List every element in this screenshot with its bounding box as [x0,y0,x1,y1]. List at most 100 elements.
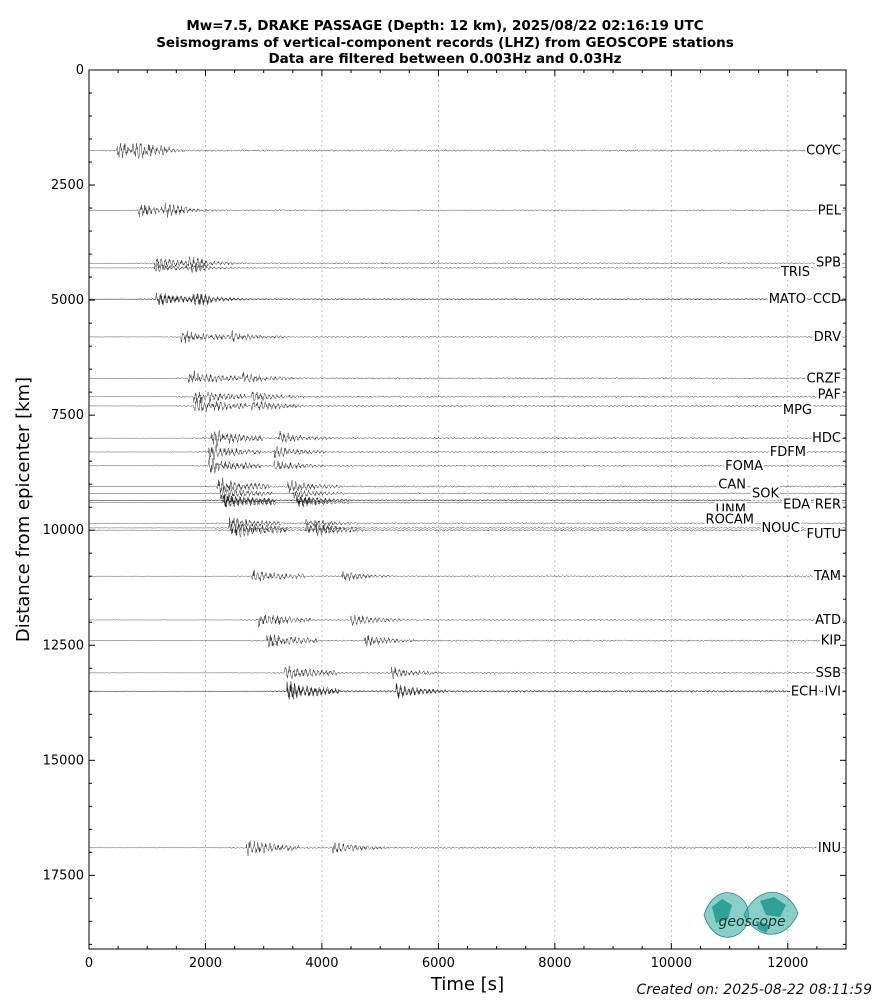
station-label-pel: PEL [818,203,842,218]
x-tick-label: 0 [85,956,93,971]
x-axis-label: Time [s] [430,974,504,995]
x-tick-label: 2000 [189,956,222,971]
station-label-paf: PAF [818,388,841,403]
y-axis-label: Distance from epicenter [km] [13,377,34,642]
y-tick-label: 15000 [43,753,84,768]
x-tick-label: 8000 [538,956,571,971]
trace-fdfm [88,444,846,460]
created-timestamp: Created on: 2025-08-22 08:11:59 [636,982,872,998]
label-bg-spb [814,254,842,270]
station-label-ccd: CCD [813,292,841,307]
label-bg-ccd [811,291,842,307]
station-label-nouc: NOUC [761,521,800,536]
station-label-fdfm: FDFM [770,445,806,460]
station-label-tris: TRIS [780,265,810,280]
label-bg-eda [782,496,811,512]
trace-pel [88,202,846,218]
trace-spb [88,256,847,271]
label-bg-kip [819,632,842,648]
label-bg-futu [805,526,842,542]
trace-tam [88,570,846,582]
label-bg-tris [779,263,811,279]
label-bg-inu [816,839,842,855]
y-tick-label: 2500 [51,178,84,193]
trace-drv [89,330,846,344]
station-label-drv: DRV [814,330,841,345]
trace-nouc [88,521,846,535]
station-label-atd: ATD [815,613,841,628]
logo-landmass [712,897,786,933]
station-label-mato: MATO [769,292,806,307]
trace-paf [88,391,846,404]
trace-sok [88,486,846,500]
label-bg-coyc [805,142,842,158]
station-label-ssb: SSB [816,666,841,681]
label-bg-crzf [805,370,842,386]
trace-crzf [88,370,846,383]
trace-foma [88,457,846,474]
x-tick-label: 12000 [767,956,808,971]
trace-mato [88,293,846,306]
label-bg-can [717,476,747,492]
label-bg-foma [724,457,764,473]
station-label-rocam: ROCAM [706,512,754,527]
label-bg-tam [812,568,842,584]
label-bg-paf [816,386,842,402]
x-tick-label: 10000 [651,956,692,971]
trace-ech [88,681,847,700]
label-bg-hdc [811,430,842,446]
logo-text: geoscope [718,914,785,930]
y-tick-label: 17500 [43,868,84,883]
seismogram-traces [88,142,847,856]
label-bg-sok [750,485,780,501]
trace-kip [88,634,847,649]
station-label-hdc: HDC [812,431,841,446]
trace-atd [88,614,846,628]
label-bg-mpg [781,401,813,417]
x-tick-label: 4000 [305,956,338,971]
station-label-kip: KIP [821,634,841,649]
axes: 0 2000 4000 6000 8000 10000 12000 0 2500 5000 7500… [13,63,847,995]
label-bg-mato [767,291,807,307]
grid-lines [205,70,789,949]
chart-title-line-2: Seismograms of vertical-component record… [156,35,734,51]
station-label-crzf: CRZF [807,371,842,386]
chart-title-line-1: Mw=7.5, DRAKE PASSAGE (Depth: 12 km), 20… [186,18,704,34]
label-bg-nouc [760,519,801,535]
station-label-spb: SPB [816,255,841,270]
station-label-ivi: IVI [824,684,841,699]
station-label-rer: RER [815,497,841,512]
station-label-ech: ECH [791,684,818,699]
station-label-inu: INU [818,841,841,856]
station-label-can: CAN [718,477,746,492]
trace-coyc [88,142,847,159]
station-label-tam: TAM [813,569,841,584]
label-bg-atd [814,611,842,627]
label-bg-drv [812,328,842,344]
y-tick-label: 7500 [51,408,84,423]
station-label-coyc: COYC [806,144,841,159]
trace-hdc [88,430,846,447]
trace-mpg [88,397,846,412]
trace-ssb [88,665,846,680]
station-label-sok: SOK [752,486,779,501]
chart-title-line-3: Data are filtered between 0.003Hz and 0.… [268,51,622,67]
trace-inu [88,840,846,856]
trace-ivi [88,682,846,700]
station-label-futu: FUTU [807,527,841,542]
label-bg-ech [789,683,819,699]
geoscope-logo: geoscope [703,891,799,938]
label-bg-ssb [814,664,842,680]
station-label-eda: EDA [783,497,810,512]
trace-eda [88,494,846,506]
trace-tris [88,262,846,274]
y-tick-label: 0 [76,63,84,78]
x-tick-label: 6000 [422,956,455,971]
trace-rer [88,494,846,506]
station-label-mpg: MPG [783,403,812,418]
y-tick-label: 12500 [43,638,84,653]
label-bg-rer [813,496,842,512]
station-label-foma: FOMA [725,459,763,474]
